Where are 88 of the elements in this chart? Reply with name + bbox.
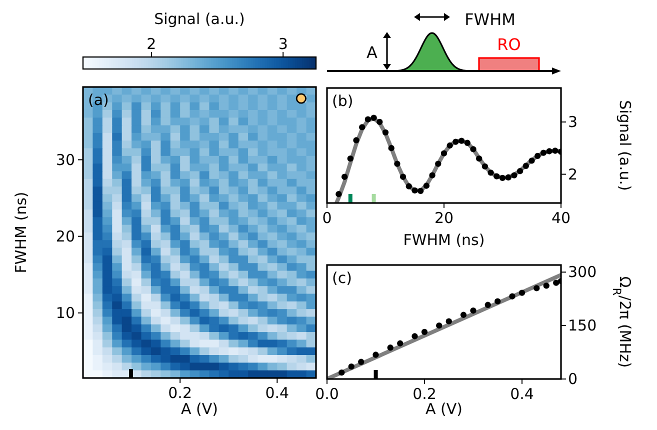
point [412, 187, 418, 194]
point [470, 308, 476, 314]
point [518, 290, 526, 296]
point [540, 150, 547, 156]
point [435, 160, 442, 167]
point [494, 298, 501, 304]
point [436, 322, 442, 329]
point [397, 340, 404, 346]
x-tick-label: 0 [322, 209, 332, 227]
y-tick-label: 2 [568, 165, 578, 184]
point [394, 160, 400, 167]
point [341, 174, 348, 180]
point [406, 183, 412, 190]
color-bar-label: 3 [278, 35, 288, 53]
point [429, 172, 436, 178]
point [482, 163, 488, 170]
x-tick-label: 0.2 [168, 384, 192, 402]
point [423, 182, 430, 189]
point [364, 116, 372, 122]
y-tick-label: 300 [568, 263, 597, 282]
point [348, 363, 354, 370]
point [347, 155, 354, 162]
point [446, 142, 453, 149]
point [488, 170, 494, 176]
point [499, 174, 506, 181]
x-tick-label: 0.4 [510, 385, 534, 403]
x-tick-label: 0.2 [412, 385, 436, 403]
annotation: (b) [332, 92, 354, 110]
point [358, 358, 364, 365]
y-tick-label: 150 [568, 316, 597, 335]
point [446, 318, 452, 324]
point [509, 293, 516, 300]
color-bar-label: 2 [146, 35, 156, 53]
point [400, 174, 406, 180]
point [553, 280, 560, 286]
x-tick-label: 20 [434, 209, 454, 227]
x-tick-label: 40 [551, 209, 571, 227]
point [543, 282, 550, 289]
point [388, 145, 394, 152]
point [528, 158, 535, 164]
point [470, 146, 476, 152]
x-axis-title: A (V) [426, 400, 462, 418]
y-tick-label: 3 [568, 112, 578, 131]
point [452, 138, 459, 145]
point [460, 312, 467, 318]
point [552, 148, 558, 154]
point [505, 174, 512, 180]
point [511, 172, 518, 178]
point [458, 138, 465, 144]
x-tick-label: 0.4 [265, 384, 290, 402]
point [516, 168, 524, 174]
point [484, 302, 491, 308]
point [382, 129, 389, 136]
annotation: (a) [88, 91, 109, 109]
point [353, 137, 360, 144]
point [534, 285, 540, 292]
y-tick-label: 10 [56, 304, 75, 322]
annotation: (c) [332, 269, 352, 287]
text: A [366, 43, 378, 62]
point [336, 191, 342, 198]
point [376, 118, 383, 126]
point [387, 344, 394, 351]
point [494, 173, 500, 180]
point [476, 155, 482, 162]
point [522, 162, 529, 169]
point [418, 188, 424, 194]
point [464, 140, 470, 146]
line-series [334, 116, 561, 203]
y-tick-label: 30 [56, 150, 75, 169]
point [359, 124, 366, 130]
x-axis-title: FWHM (ns) [403, 231, 485, 249]
text: FWHM [464, 10, 516, 29]
y-tick-label: 0 [568, 370, 578, 388]
text: RO [497, 35, 521, 54]
y-tick-label: 20 [56, 227, 75, 246]
point [370, 114, 377, 121]
point [338, 370, 345, 376]
y-axis-title: FWHM (ns) [12, 192, 30, 274]
y-axis-title: Signal (a.u.) [616, 100, 634, 191]
point [372, 352, 379, 358]
point [546, 148, 552, 154]
point [412, 333, 418, 340]
color-bar-title: Signal (a.u.) [154, 10, 245, 28]
point [440, 150, 448, 156]
point [421, 328, 428, 336]
point [534, 152, 541, 160]
x-tick-label: 0.0 [315, 385, 339, 403]
x-axis-title: A (V) [181, 400, 218, 418]
